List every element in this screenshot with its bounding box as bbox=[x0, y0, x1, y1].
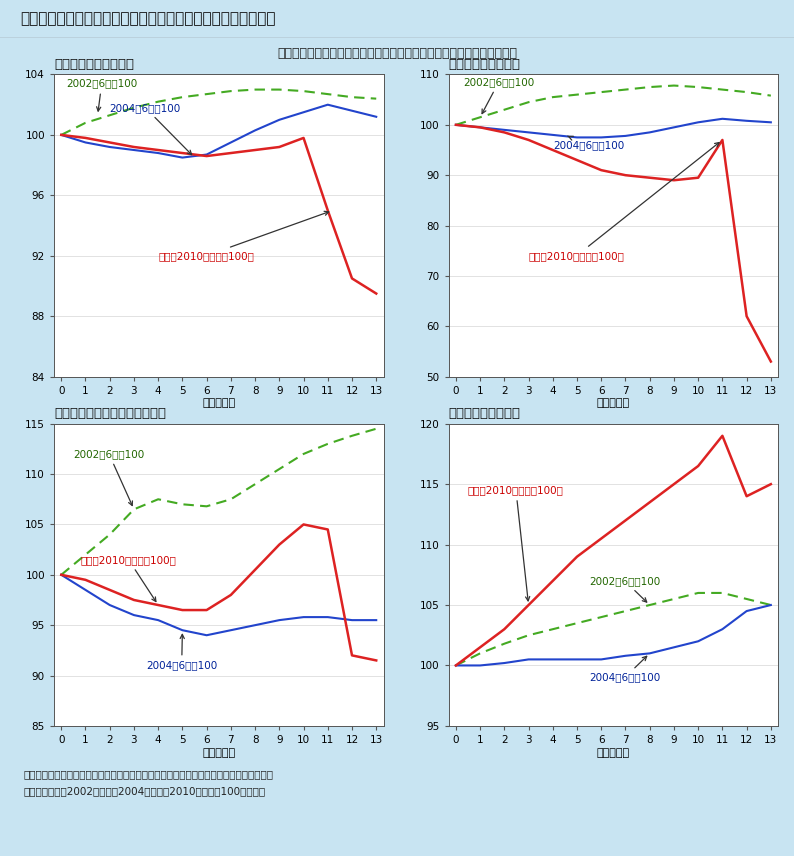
X-axis label: （経過月）: （経過月） bbox=[202, 398, 235, 408]
Text: 自動車関連財と電子部品・デバイス生産の変動が最近の生産変動を規定: 自動車関連財と電子部品・デバイス生産の変動が最近の生産変動を規定 bbox=[277, 47, 517, 61]
Text: 今回（2010年４月＝100）: 今回（2010年４月＝100） bbox=[81, 555, 176, 602]
Text: （４）一般機械工業: （４）一般機械工業 bbox=[449, 407, 521, 419]
Text: 今回（2010年４月＝100）: 今回（2010年４月＝100） bbox=[158, 211, 329, 261]
Text: 2002年6月＝100: 2002年6月＝100 bbox=[589, 576, 661, 602]
X-axis label: （経過月）: （経過月） bbox=[202, 747, 235, 758]
Text: ２．2002年６月、2004年６月、2010年４月を100とした。: ２．2002年６月、2004年６月、2010年４月を100とした。 bbox=[24, 786, 266, 796]
Text: （備考）　１．経済産業省「鉱工業指数」により作成。季節調整値（３か月移動平均）。: （備考） １．経済産業省「鉱工業指数」により作成。季節調整値（３か月移動平均）。 bbox=[24, 769, 274, 779]
X-axis label: （経過月）: （経過月） bbox=[597, 747, 630, 758]
Text: 2004年6月＝100: 2004年6月＝100 bbox=[146, 634, 218, 670]
Text: 2004年6月＝100: 2004年6月＝100 bbox=[553, 136, 624, 150]
Text: 2004年6月＝100: 2004年6月＝100 bbox=[110, 103, 191, 155]
Text: 今回（2010年４月＝100）: 今回（2010年４月＝100） bbox=[529, 143, 719, 261]
Text: （１）鉱工業生産全体: （１）鉱工業生産全体 bbox=[54, 57, 134, 70]
Text: 今回（2010年４月＝100）: 今回（2010年４月＝100） bbox=[468, 485, 564, 601]
Text: 2004年6月＝100: 2004年6月＝100 bbox=[589, 657, 661, 682]
Text: （３）電子部品・デバイス工業: （３）電子部品・デバイス工業 bbox=[54, 407, 166, 419]
Text: 2002年6月＝100: 2002年6月＝100 bbox=[66, 79, 137, 111]
X-axis label: （経過月）: （経過月） bbox=[597, 398, 630, 408]
Text: 2002年6月＝100: 2002年6月＝100 bbox=[463, 77, 534, 114]
Text: （２）輸送機械工業: （２）輸送機械工業 bbox=[449, 57, 521, 70]
Text: 第１－１－７図　今回の生産活動と過去の足踏み局面との比較: 第１－１－７図 今回の生産活動と過去の足踏み局面との比較 bbox=[20, 11, 276, 27]
Text: 2002年6月＝100: 2002年6月＝100 bbox=[73, 449, 145, 506]
